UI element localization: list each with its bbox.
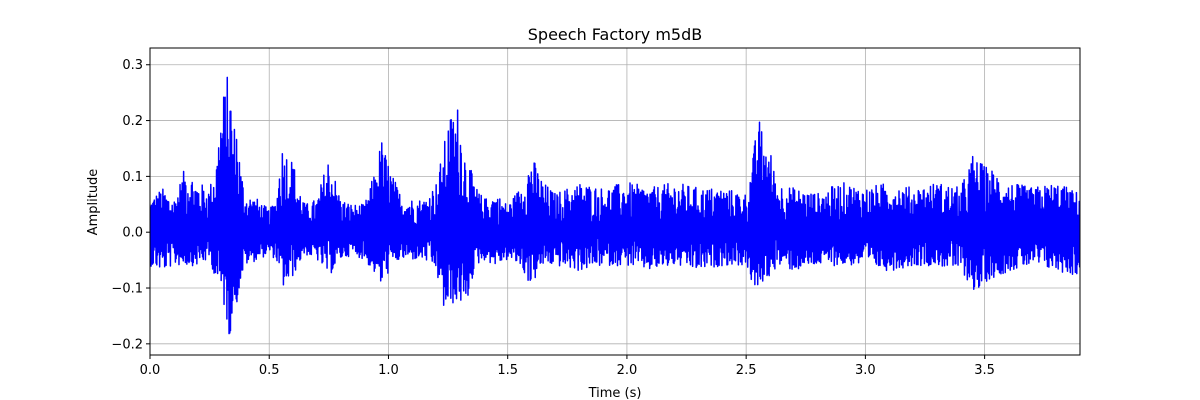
chart-title: Speech Factory m5dB — [528, 25, 702, 44]
x-tick-label: 3.5 — [974, 363, 995, 378]
y-tick-label: −0.1 — [111, 282, 143, 297]
x-tick-label: 0.0 — [140, 363, 161, 378]
y-tick-label: 0.2 — [122, 114, 143, 129]
x-axis-ticks: 0.0 0.5 1.0 1.5 2.0 2.5 3.0 3.5 — [140, 355, 995, 378]
plot-area — [150, 76, 1080, 335]
axes-frame — [149, 47, 1081, 356]
x-tick-label: 3.0 — [855, 363, 876, 378]
x-tick-label: 2.0 — [617, 363, 638, 378]
y-tick-label: 0.0 — [122, 226, 143, 241]
x-tick-label: 1.5 — [497, 363, 518, 378]
x-tick-label: 1.0 — [378, 363, 399, 378]
y-tick-label: 0.3 — [122, 58, 143, 73]
y-tick-label: −0.2 — [111, 337, 143, 352]
x-axis-label: Time (s) — [588, 386, 642, 400]
y-axis-ticks: −0.2 −0.1 0.0 0.1 0.2 0.3 — [111, 58, 150, 352]
y-tick-label: 0.1 — [122, 170, 143, 185]
x-tick-label: 2.5 — [736, 363, 757, 378]
x-tick-label: 0.5 — [259, 363, 280, 378]
signal-series-line — [150, 76, 1080, 335]
y-axis-label: Amplitude — [86, 169, 101, 236]
